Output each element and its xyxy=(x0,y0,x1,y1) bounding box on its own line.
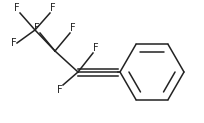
Text: F: F xyxy=(11,38,17,48)
Text: F: F xyxy=(57,85,63,95)
Text: F: F xyxy=(93,43,98,53)
Text: F: F xyxy=(14,3,20,13)
Text: F: F xyxy=(34,23,40,33)
Text: F: F xyxy=(50,3,55,13)
Text: F: F xyxy=(70,23,75,33)
